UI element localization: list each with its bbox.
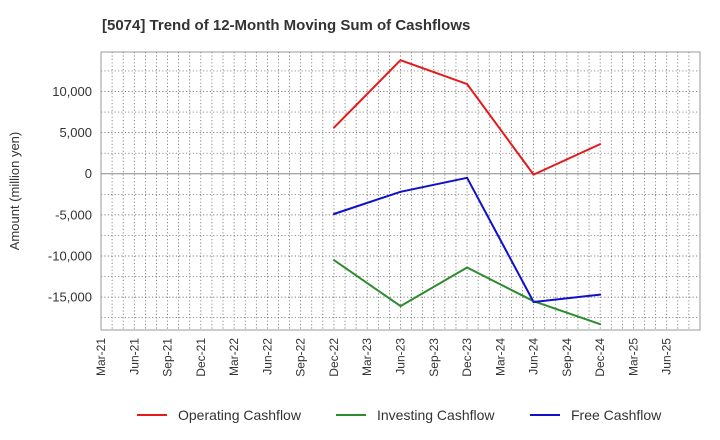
x-tick-label: Sep-23: [427, 338, 441, 377]
x-tick-label: Mar-21: [94, 338, 108, 376]
free-cashflow-point: [466, 176, 469, 179]
operating-cashflow-point: [332, 126, 335, 129]
y-tick-label: -10,000: [48, 248, 92, 263]
x-tick-label: Dec-23: [460, 338, 474, 377]
y-tick-label: 5,000: [59, 125, 92, 140]
x-tick-label: Jun-22: [260, 338, 274, 375]
investing-cashflow-point: [399, 305, 402, 308]
free-cashflow-point: [399, 190, 402, 193]
free-cashflow-legend-label: Free Cashflow: [571, 407, 662, 423]
free-cashflow-point: [532, 301, 535, 304]
axes: 10,000 5,000 0 -5,000 -10,000 -15,000 Mar-21 Ju…: [48, 51, 701, 377]
investing-cashflow-point: [599, 323, 602, 326]
x-tick-label: Sep-24: [560, 338, 574, 377]
y-tick-label: 0: [85, 166, 92, 181]
y-tick-label: -5,000: [55, 207, 92, 222]
free-cashflow-point: [599, 293, 602, 296]
operating-cashflow-point: [466, 83, 469, 86]
data-points: [332, 59, 602, 326]
x-tick-label: Sep-21: [161, 338, 175, 377]
x-tick-label: Dec-24: [593, 338, 607, 377]
x-tick-label: Jun-23: [394, 338, 408, 375]
grid-lines: [100, 52, 701, 330]
x-tick-label: Mar-23: [360, 338, 374, 376]
chart-title: [5074] Trend of 12-Month Moving Sum of C…: [102, 17, 470, 34]
operating-cashflow-legend-label: Operating Cashflow: [178, 407, 302, 423]
y-tick-label: 10,000: [52, 84, 92, 99]
x-tick-label: Dec-22: [327, 338, 341, 377]
legend: Operating Cashflow Investing Cashflow Free…: [137, 407, 662, 423]
investing-cashflow-point: [466, 266, 469, 269]
x-tick-label: Jun-21: [127, 338, 141, 375]
investing-cashflow-point: [332, 259, 335, 262]
operating-cashflow-point: [532, 173, 535, 176]
operating-cashflow-point: [599, 143, 602, 146]
x-tick-label: Mar-24: [493, 338, 507, 376]
y-axis-label: Amount (million yen): [7, 132, 22, 251]
investing-cashflow-legend-label: Investing Cashflow: [377, 407, 495, 423]
plot-frame: [100, 51, 701, 331]
x-tick-label: Mar-22: [227, 338, 241, 376]
operating-cashflow-point: [399, 59, 402, 62]
x-tick-label: Dec-21: [194, 338, 208, 377]
x-tick-label: Jun-25: [660, 338, 674, 375]
y-tick-label: -15,000: [48, 290, 92, 305]
free-cashflow-point: [332, 213, 335, 216]
x-tick-label: Jun-24: [527, 338, 541, 375]
x-tick-label: Mar-25: [626, 338, 640, 376]
x-tick-label: Sep-22: [294, 338, 308, 377]
